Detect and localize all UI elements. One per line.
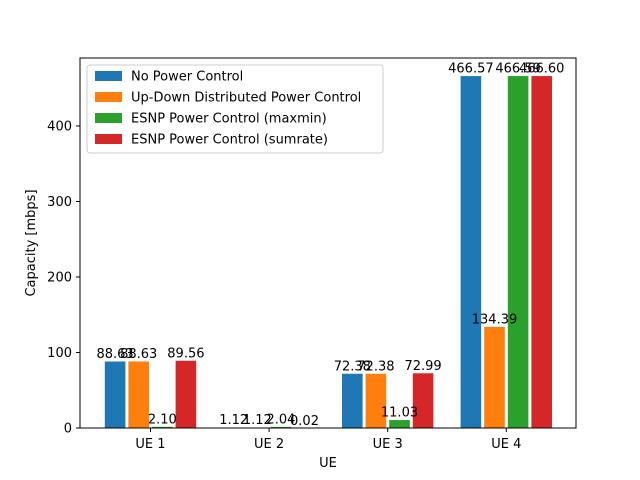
y-tick-label: 300 xyxy=(47,195,72,210)
legend-entry-label: ESNP Power Control (maxmin) xyxy=(131,112,327,127)
data-label: 2.10 xyxy=(148,412,177,427)
data-label: 1.12 xyxy=(243,413,272,428)
bar-series-0-ue-4 xyxy=(459,75,483,429)
bar-series-1-ue-1 xyxy=(127,360,150,429)
x-tick-label: UE 4 xyxy=(491,437,521,452)
data-label: 72.99 xyxy=(404,359,441,374)
data-label: 72.38 xyxy=(357,359,394,374)
bar-series-1-ue-4 xyxy=(483,326,506,429)
bar-series-2-ue-4 xyxy=(506,75,530,429)
bar-series-0-ue-1 xyxy=(104,360,127,429)
y-axis-label: Capacity [mbps] xyxy=(24,189,39,296)
y-tick-label: 400 xyxy=(47,119,72,134)
legend-entry-label: No Power Control xyxy=(131,70,243,85)
data-label: 134.39 xyxy=(472,313,518,328)
y-tick-label: 100 xyxy=(47,346,72,361)
legend: No Power Control Up-Down Distributed Powe… xyxy=(86,64,384,154)
bar-series-3-ue-4 xyxy=(530,75,553,429)
plot-frame xyxy=(79,57,577,429)
y-tick-label: 200 xyxy=(47,270,72,285)
x-axis: UE 1 UE 2 UE 3 UE 4 xyxy=(135,428,521,452)
data-label: 2.04 xyxy=(266,412,295,427)
data-labels-group: 88.63 1.12 72.38 466.57 88.63 1.12 72.38 134.39… xyxy=(96,62,564,429)
x-tick-label: UE 1 xyxy=(135,437,165,452)
y-axis: 0 100 200 300 400 xyxy=(47,119,80,437)
legend-swatch xyxy=(95,134,122,144)
data-label: 88.63 xyxy=(96,347,133,362)
y-tick-label: 0 xyxy=(64,422,72,437)
data-label: 466.57 xyxy=(448,62,494,77)
data-label: 88.63 xyxy=(120,347,157,362)
data-label: 1.12 xyxy=(219,413,248,428)
bar-series-2-ue-3 xyxy=(388,419,411,429)
bars-group xyxy=(104,75,553,429)
data-label: 72.38 xyxy=(334,359,371,374)
data-label: 11.03 xyxy=(381,406,418,421)
bar-series-3-ue-1 xyxy=(174,359,197,429)
legend-entry-label: Up-Down Distributed Power Control xyxy=(131,91,361,106)
legend-swatch xyxy=(95,92,122,102)
x-tick-label: UE 2 xyxy=(254,437,284,452)
data-label: 89.56 xyxy=(167,346,204,361)
data-label: 466.60 xyxy=(519,62,565,77)
x-tick-label: UE 3 xyxy=(373,437,403,452)
legend-frame xyxy=(86,64,384,154)
x-axis-label: UE xyxy=(319,456,337,471)
legend-swatch xyxy=(95,71,122,81)
legend-entry-label: ESNP Power Control (sumrate) xyxy=(131,133,328,148)
bar-series-0-ue-3 xyxy=(341,372,364,429)
data-label: 466.59 xyxy=(495,62,541,77)
data-label: 0.02 xyxy=(290,414,319,429)
legend-swatch xyxy=(95,113,122,123)
